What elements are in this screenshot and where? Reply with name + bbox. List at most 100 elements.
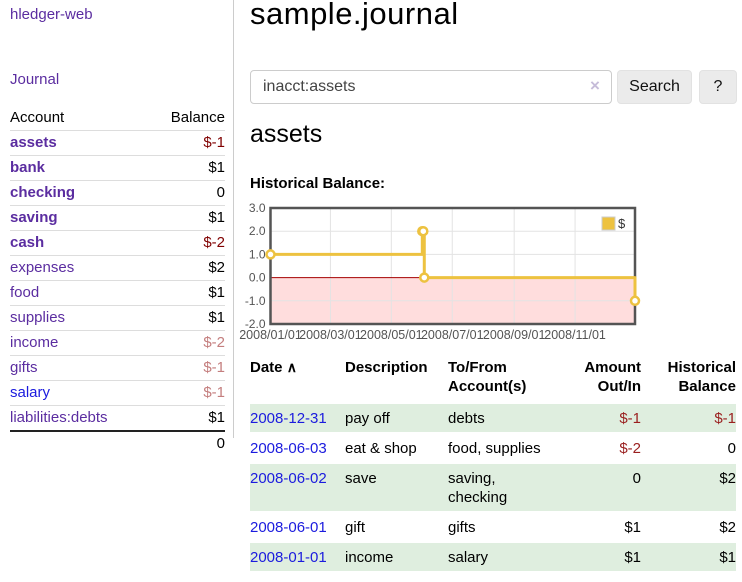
svg-text:0.0: 0.0 [249,271,266,285]
account-link-food[interactable]: food [10,284,39,301]
search-bar: × Search ? [250,70,742,104]
account-link-bank[interactable]: bank [10,159,45,176]
search-input[interactable] [250,70,612,104]
register-date-link[interactable]: 2008-01-01 [250,549,327,566]
register-description: eat & shop [345,433,448,463]
svg-text:3.0: 3.0 [249,201,266,215]
account-link-gifts[interactable]: gifts [10,359,38,376]
svg-text:1.0: 1.0 [249,247,266,261]
register-row: 2008-06-01 gift gifts $1 $2 [250,512,736,542]
account-balance: $1 [160,306,225,331]
account-balance: $1 [160,206,225,231]
account-balance: $-1 [160,131,225,156]
clear-search-icon[interactable]: × [590,76,600,96]
chart-title-label: Historical Balance: [250,175,385,192]
accounts-header-account: Account [10,106,160,131]
register-description: gift [345,512,448,542]
account-row: liabilities:debts $1 [10,406,225,432]
account-heading: assets [250,120,322,149]
main-content: sample.journal × Search ? assets Histori… [250,0,742,582]
account-link-income[interactable]: income [10,334,58,351]
accounts-header-balance: Balance [160,106,225,131]
account-row: saving $1 [10,206,225,231]
account-link-checking[interactable]: checking [10,184,75,201]
svg-text:-1.0: -1.0 [245,294,266,308]
account-row: checking 0 [10,181,225,206]
register-header-description: Description [345,358,448,403]
register-accounts: gifts [448,512,566,542]
register-balance: $2 [641,512,736,542]
register-row: 2008-12-31 pay off debts $-1 $-1 [250,403,736,433]
register-balance: $-1 [641,403,736,433]
register-description: save [345,463,448,512]
register-accounts: salary [448,542,566,571]
account-link-salary[interactable]: salary [10,384,50,401]
sidebar: hledger-web Journal Account Balance asse… [0,0,234,438]
svg-text:2008/07/01: 2008/07/01 [421,328,484,342]
account-link-assets[interactable]: assets [10,134,57,151]
register-table: Date ∧ Description To/From Account(s) Am… [250,358,736,571]
accounts-header-row: Account Balance [10,106,225,131]
account-link-supplies[interactable]: supplies [10,309,65,326]
accounts-table: Account Balance assets $-1 bank $1 check… [10,106,225,456]
account-row: income $-2 [10,331,225,356]
register-balance: $2 [641,463,736,512]
register-accounts: debts [448,403,566,433]
account-balance: $-1 [160,356,225,381]
chart-canvas: $3.02.01.00.0-1.0-2.02008/01/012008/03/0… [240,200,650,346]
accounts-total-row: 0 [10,431,225,456]
account-balance: $2 [160,256,225,281]
account-row: gifts $-1 [10,356,225,381]
register-accounts: saving, checking [448,463,566,512]
register-amount: $-1 [566,403,641,433]
register-description: pay off [345,403,448,433]
register-amount: $1 [566,542,641,571]
register-date-link[interactable]: 2008-12-31 [250,410,327,427]
svg-text:2008/03/01: 2008/03/01 [299,328,362,342]
register-description: income [345,542,448,571]
register-date-link[interactable]: 2008-06-02 [250,470,327,487]
account-row: expenses $2 [10,256,225,281]
svg-text:$: $ [618,216,626,231]
account-row: assets $-1 [10,131,225,156]
register-balance: 0 [641,433,736,463]
help-button[interactable]: ? [699,70,737,104]
account-balance: $-1 [160,381,225,406]
register-header-row: Date ∧ Description To/From Account(s) Am… [250,358,736,403]
account-balance: 0 [160,181,225,206]
register-header-balance: Historical Balance [641,358,736,403]
register-row: 2008-06-03 eat & shop food, supplies $-2… [250,433,736,463]
account-balance: $1 [160,406,225,432]
register-balance: $1 [641,542,736,571]
historical-balance-chart: $3.02.01.00.0-1.0-2.02008/01/012008/03/0… [240,200,650,346]
register-amount: 0 [566,463,641,512]
account-link-cash[interactable]: cash [10,234,44,251]
sort-asc-icon: ∧ [287,359,297,375]
register-date-link[interactable]: 2008-06-01 [250,519,327,536]
svg-text:2.0: 2.0 [249,224,266,238]
page-title: sample.journal [250,0,459,32]
account-row: food $1 [10,281,225,306]
sidebar-item-journal[interactable]: Journal [10,71,59,88]
app-brand-link[interactable]: hledger-web [10,6,93,23]
register-header-amount: Amount Out/In [566,358,641,403]
account-row: bank $1 [10,156,225,181]
svg-text:2008/01/01: 2008/01/01 [239,328,302,342]
register-accounts: food, supplies [448,433,566,463]
accounts-total-value: 0 [160,431,225,456]
account-balance: $1 [160,156,225,181]
register-amount: $1 [566,512,641,542]
register-row: 2008-01-01 income salary $1 $1 [250,542,736,571]
account-link-saving[interactable]: saving [10,209,58,226]
account-link-liabilities-debts[interactable]: liabilities:debts [10,409,108,426]
account-balance: $1 [160,281,225,306]
account-link-expenses[interactable]: expenses [10,259,74,276]
svg-text:2008/09/01: 2008/09/01 [483,328,546,342]
account-balance: $-2 [160,231,225,256]
svg-text:2008/11/01: 2008/11/01 [544,328,606,342]
search-button[interactable]: Search [617,70,692,104]
register-header-date[interactable]: Date ∧ [250,358,345,403]
register-date-link[interactable]: 2008-06-03 [250,440,327,457]
account-row: cash $-2 [10,231,225,256]
register-amount: $-2 [566,433,641,463]
